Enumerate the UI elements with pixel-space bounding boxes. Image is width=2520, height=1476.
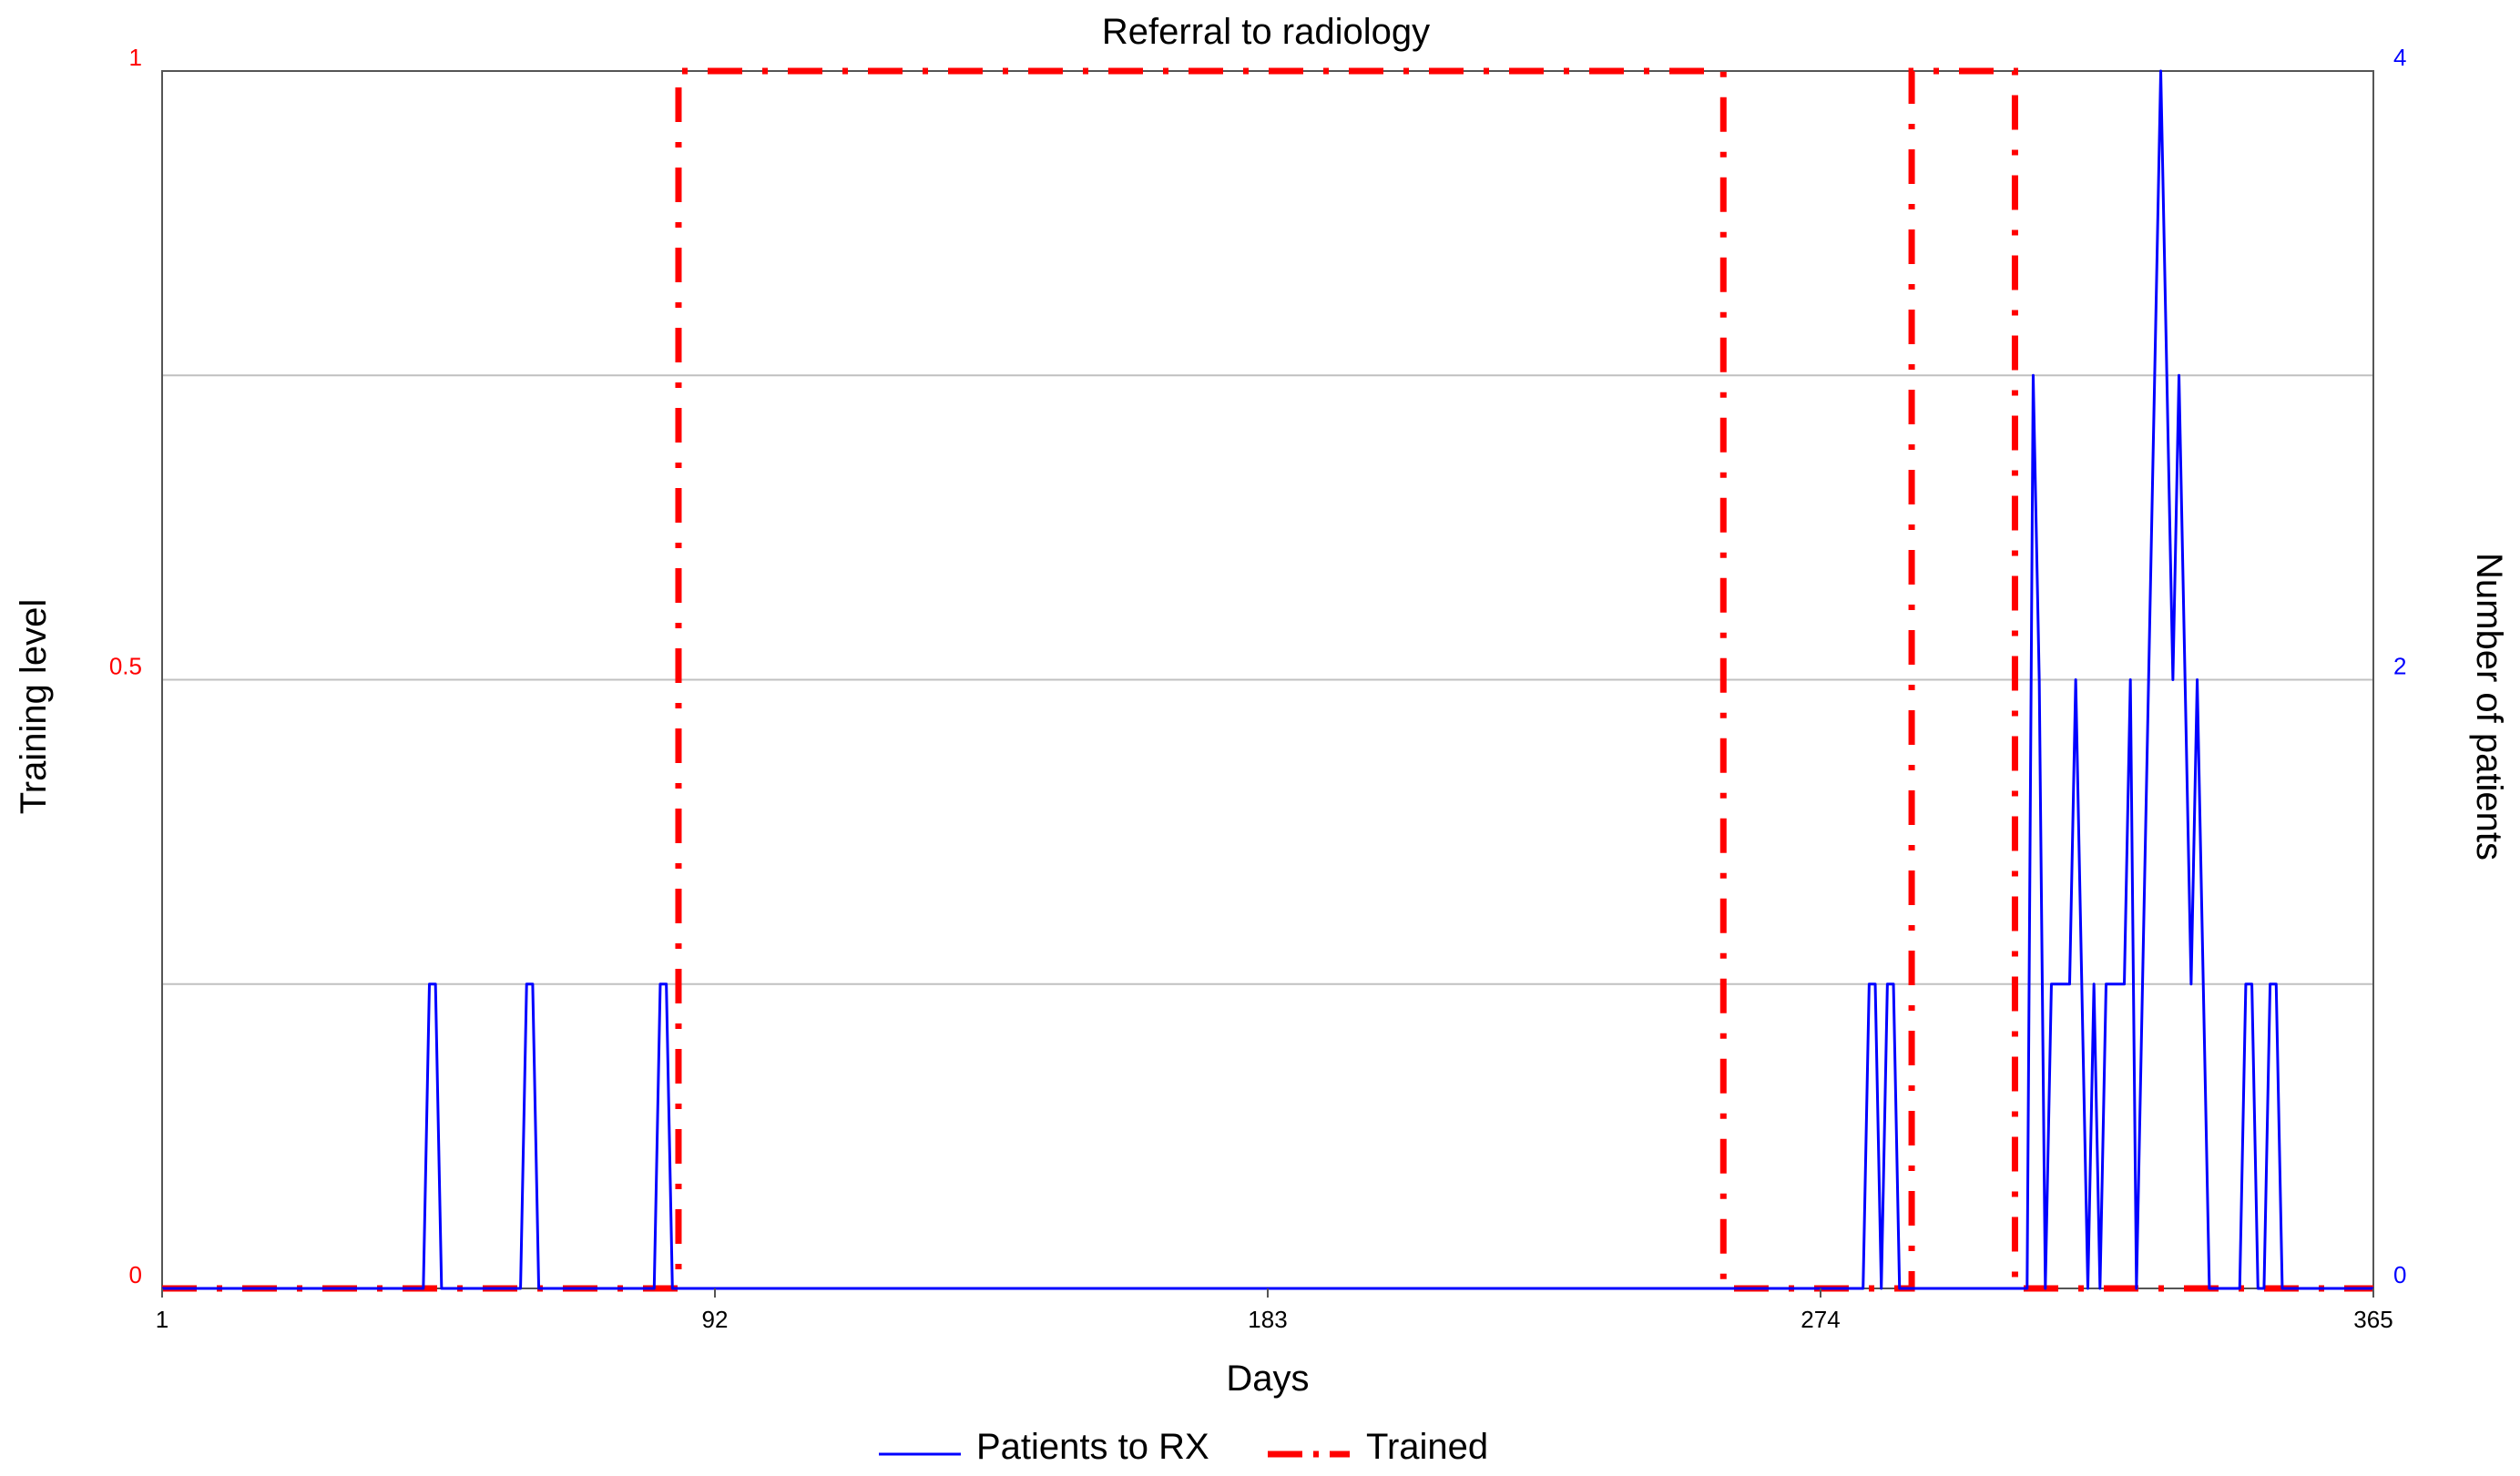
y-left-axis-ticks: 00.51 xyxy=(109,44,142,1288)
y-right-axis-ticks: 0 2 4 xyxy=(2393,44,2406,1288)
y-right-tick-label-0: 0 xyxy=(2393,1261,2406,1288)
y-left-axis-label: Training level xyxy=(14,599,54,814)
y-left-tick-label-1: 0.5 xyxy=(109,653,142,680)
x-tick-label-0: 1 xyxy=(156,1306,168,1333)
x-axis-ticks: 1 92 183 274 365 xyxy=(156,1288,2393,1333)
y-right-tick-label-1: 2 xyxy=(2393,653,2406,680)
patients-line xyxy=(162,69,2373,1290)
y-right-tick-label-2: 4 xyxy=(2393,44,2406,71)
legend-label-patients: Patients to RX xyxy=(976,1427,1209,1467)
y-left-tick-label-0: 0 xyxy=(129,1261,142,1288)
x-tick-label-1: 92 xyxy=(702,1306,729,1333)
chart-title: Referral to radiology xyxy=(1102,12,1430,52)
y-left-tick-label-2: 1 xyxy=(129,44,142,71)
x-tick-label-3: 274 xyxy=(1801,1306,1840,1333)
y-right-axis-label: Number of patients xyxy=(2469,553,2509,860)
x-axis-label: Days xyxy=(1226,1359,1309,1399)
legend: Patients to RX Trained xyxy=(879,1427,1488,1467)
series-patients xyxy=(162,69,2373,1290)
x-tick-label-2: 183 xyxy=(1248,1306,1287,1333)
x-tick-label-4: 365 xyxy=(2353,1306,2392,1333)
legend-label-trained: Trained xyxy=(1366,1427,1488,1467)
